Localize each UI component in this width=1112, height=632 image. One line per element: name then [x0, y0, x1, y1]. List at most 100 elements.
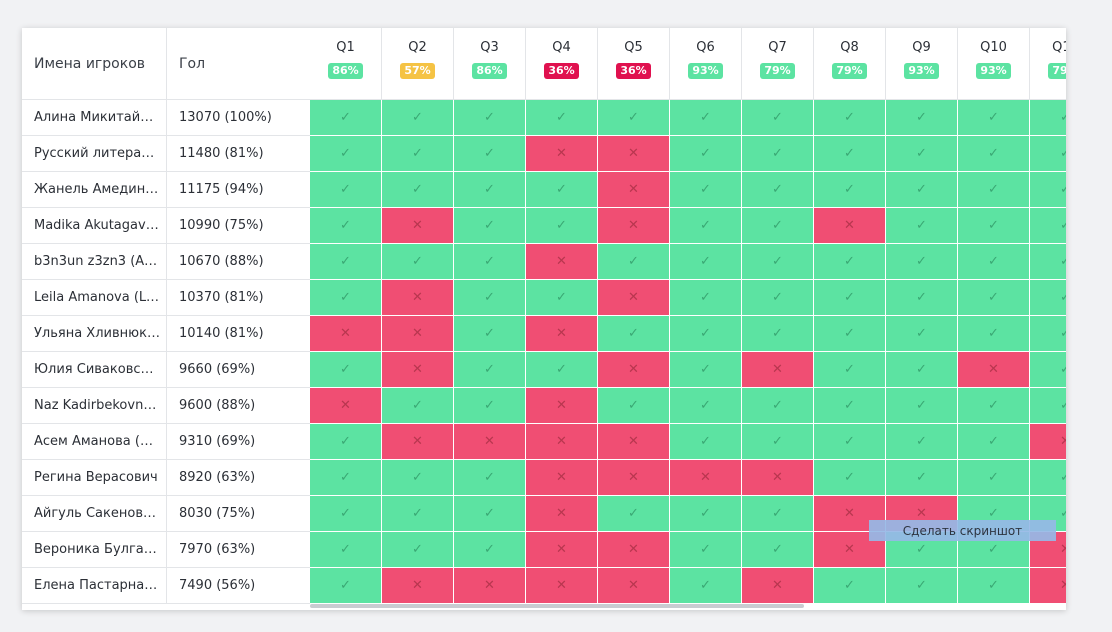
- answer-correct-cell[interactable]: ✓: [1030, 136, 1066, 172]
- answer-correct-cell[interactable]: ✓: [886, 352, 958, 388]
- answer-correct-cell[interactable]: ✓: [742, 208, 814, 244]
- answer-correct-cell[interactable]: ✓: [958, 208, 1030, 244]
- answer-correct-cell[interactable]: ✓: [814, 424, 886, 460]
- answer-correct-cell[interactable]: ✓: [454, 172, 526, 208]
- answer-correct-cell[interactable]: ✓: [1030, 280, 1066, 316]
- answer-correct-cell[interactable]: ✓: [742, 316, 814, 352]
- answer-wrong-cell[interactable]: ✕: [598, 424, 670, 460]
- answer-correct-cell[interactable]: ✓: [598, 100, 670, 136]
- answer-correct-cell[interactable]: ✓: [382, 136, 454, 172]
- answer-correct-cell[interactable]: ✓: [454, 496, 526, 532]
- score-header[interactable]: Гол: [166, 28, 310, 100]
- answer-correct-cell[interactable]: ✓: [814, 172, 886, 208]
- answer-correct-cell[interactable]: ✓: [742, 172, 814, 208]
- player-name-cell[interactable]: Елена Пастарнак (Елена): [22, 568, 166, 604]
- answer-wrong-cell[interactable]: ✕: [958, 352, 1030, 388]
- answer-correct-cell[interactable]: ✓: [958, 244, 1030, 280]
- answer-correct-cell[interactable]: ✓: [814, 568, 886, 604]
- question-header-8[interactable]: Q8 79%: [814, 28, 886, 100]
- player-name-cell[interactable]: Алина Микитайчук: [22, 100, 166, 136]
- answer-correct-cell[interactable]: ✓: [454, 100, 526, 136]
- answer-correct-cell[interactable]: ✓: [1030, 100, 1066, 136]
- answer-correct-cell[interactable]: ✓: [670, 316, 742, 352]
- answer-correct-cell[interactable]: ✓: [670, 280, 742, 316]
- answer-wrong-cell[interactable]: ✕: [382, 316, 454, 352]
- player-name-cell[interactable]: Вероника Булгакова: [22, 532, 166, 568]
- answer-correct-cell[interactable]: ✓: [310, 280, 382, 316]
- answer-correct-cell[interactable]: ✓: [454, 388, 526, 424]
- player-name-cell[interactable]: Leila Amanova (Leila): [22, 280, 166, 316]
- answer-wrong-cell[interactable]: ✕: [1030, 568, 1066, 604]
- answer-correct-cell[interactable]: ✓: [958, 316, 1030, 352]
- answer-wrong-cell[interactable]: ✕: [526, 568, 598, 604]
- answer-wrong-cell[interactable]: ✕: [526, 532, 598, 568]
- answer-wrong-cell[interactable]: ✕: [742, 352, 814, 388]
- answer-correct-cell[interactable]: ✓: [1030, 352, 1066, 388]
- answer-correct-cell[interactable]: ✓: [670, 352, 742, 388]
- answer-correct-cell[interactable]: ✓: [814, 460, 886, 496]
- player-name-cell[interactable]: Асем Аманова (Асем): [22, 424, 166, 460]
- answer-correct-cell[interactable]: ✓: [670, 244, 742, 280]
- answer-correct-cell[interactable]: ✓: [1030, 208, 1066, 244]
- answer-correct-cell[interactable]: ✓: [382, 172, 454, 208]
- answer-correct-cell[interactable]: ✓: [814, 280, 886, 316]
- answer-correct-cell[interactable]: ✓: [958, 568, 1030, 604]
- answer-wrong-cell[interactable]: ✕: [526, 496, 598, 532]
- answer-wrong-cell[interactable]: ✕: [598, 136, 670, 172]
- question-header-9[interactable]: Q9 93%: [886, 28, 958, 100]
- question-header-2[interactable]: Q2 57%: [382, 28, 454, 100]
- answer-correct-cell[interactable]: ✓: [670, 496, 742, 532]
- horizontal-scrollbar[interactable]: [310, 604, 804, 608]
- answer-wrong-cell[interactable]: ✕: [598, 460, 670, 496]
- answer-correct-cell[interactable]: ✓: [598, 244, 670, 280]
- answer-correct-cell[interactable]: ✓: [454, 136, 526, 172]
- answer-correct-cell[interactable]: ✓: [670, 208, 742, 244]
- player-name-cell[interactable]: Юлия Сиваковская: [22, 352, 166, 388]
- answer-correct-cell[interactable]: ✓: [670, 136, 742, 172]
- answer-correct-cell[interactable]: ✓: [742, 136, 814, 172]
- answer-correct-cell[interactable]: ✓: [382, 460, 454, 496]
- answer-correct-cell[interactable]: ✓: [310, 100, 382, 136]
- answer-wrong-cell[interactable]: ✕: [382, 424, 454, 460]
- question-header-11[interactable]: Q11 79%: [1030, 28, 1066, 100]
- player-name-cell[interactable]: Регина Верасович: [22, 460, 166, 496]
- answer-wrong-cell[interactable]: ✕: [814, 496, 886, 532]
- answer-correct-cell[interactable]: ✓: [1030, 244, 1066, 280]
- answer-correct-cell[interactable]: ✓: [454, 208, 526, 244]
- question-header-5[interactable]: Q5 36%: [598, 28, 670, 100]
- answer-correct-cell[interactable]: ✓: [886, 280, 958, 316]
- answer-correct-cell[interactable]: ✓: [1030, 316, 1066, 352]
- question-header-1[interactable]: Q1 86%: [310, 28, 382, 100]
- answer-wrong-cell[interactable]: ✕: [598, 172, 670, 208]
- answer-correct-cell[interactable]: ✓: [598, 496, 670, 532]
- answer-wrong-cell[interactable]: ✕: [1030, 424, 1066, 460]
- answer-wrong-cell[interactable]: ✕: [598, 568, 670, 604]
- answer-correct-cell[interactable]: ✓: [958, 136, 1030, 172]
- answer-correct-cell[interactable]: ✓: [454, 460, 526, 496]
- answer-wrong-cell[interactable]: ✕: [526, 136, 598, 172]
- answer-correct-cell[interactable]: ✓: [814, 352, 886, 388]
- answer-correct-cell[interactable]: ✓: [814, 316, 886, 352]
- answer-correct-cell[interactable]: ✓: [958, 100, 1030, 136]
- answer-wrong-cell[interactable]: ✕: [598, 280, 670, 316]
- player-name-cell[interactable]: Айгуль Сакенова (Айгуль): [22, 496, 166, 532]
- answer-correct-cell[interactable]: ✓: [382, 244, 454, 280]
- answer-correct-cell[interactable]: ✓: [958, 280, 1030, 316]
- answer-correct-cell[interactable]: ✓: [886, 172, 958, 208]
- answer-wrong-cell[interactable]: ✕: [526, 460, 598, 496]
- answer-wrong-cell[interactable]: ✕: [454, 568, 526, 604]
- answer-wrong-cell[interactable]: ✕: [598, 532, 670, 568]
- answer-correct-cell[interactable]: ✓: [958, 424, 1030, 460]
- answer-correct-cell[interactable]: ✓: [454, 352, 526, 388]
- answer-wrong-cell[interactable]: ✕: [814, 208, 886, 244]
- answer-correct-cell[interactable]: ✓: [310, 496, 382, 532]
- answer-correct-cell[interactable]: ✓: [310, 208, 382, 244]
- answer-correct-cell[interactable]: ✓: [1030, 388, 1066, 424]
- answer-correct-cell[interactable]: ✓: [526, 352, 598, 388]
- answer-correct-cell[interactable]: ✓: [742, 496, 814, 532]
- answer-correct-cell[interactable]: ✓: [1030, 460, 1066, 496]
- answer-correct-cell[interactable]: ✓: [742, 280, 814, 316]
- answer-correct-cell[interactable]: ✓: [958, 460, 1030, 496]
- player-names-header[interactable]: Имена игроков: [22, 28, 166, 100]
- answer-wrong-cell[interactable]: ✕: [526, 424, 598, 460]
